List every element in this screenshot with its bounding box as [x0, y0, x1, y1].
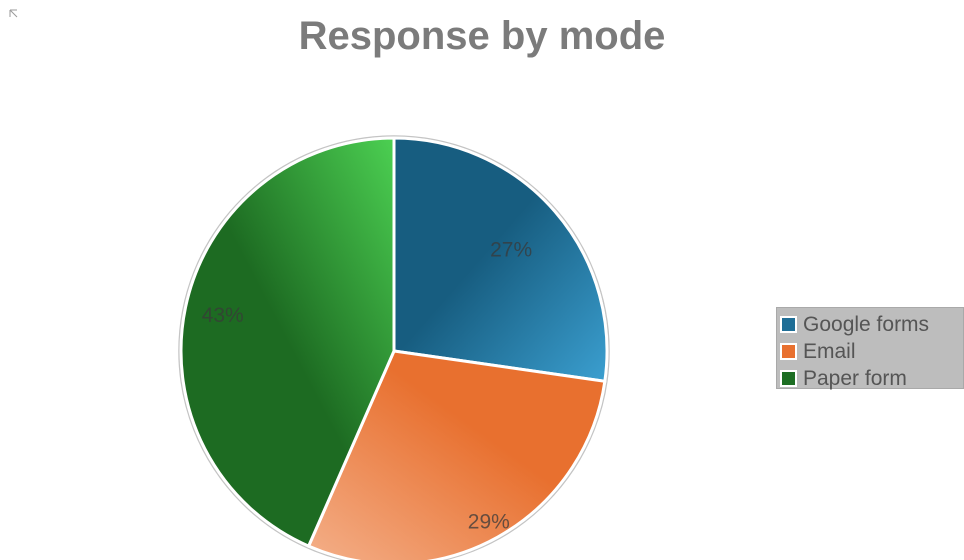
legend-swatch: [780, 343, 797, 360]
slice-data-label: 43%: [202, 304, 244, 327]
legend-label: Paper form: [803, 366, 907, 390]
legend-item-google-forms: Google forms: [780, 311, 963, 338]
pie-slice-google-forms: [392, 136, 609, 384]
legend-swatch: [780, 370, 797, 387]
legend-label: Email: [803, 339, 856, 363]
pie-slice-paper-form: [179, 136, 396, 549]
slice-data-label: 29%: [468, 510, 510, 533]
pie-slice-email: [306, 349, 607, 560]
chart-title: Response by mode: [298, 14, 666, 58]
legend: Google forms Email Paper form: [776, 307, 964, 392]
legend-item-paper-form: Paper form: [780, 365, 963, 392]
legend-label: Google forms: [803, 312, 930, 336]
grip-icon: [9, 9, 18, 18]
legend-item-email: Email: [780, 338, 963, 365]
slice-data-label: 27%: [490, 238, 532, 261]
legend-swatch: [780, 316, 797, 333]
